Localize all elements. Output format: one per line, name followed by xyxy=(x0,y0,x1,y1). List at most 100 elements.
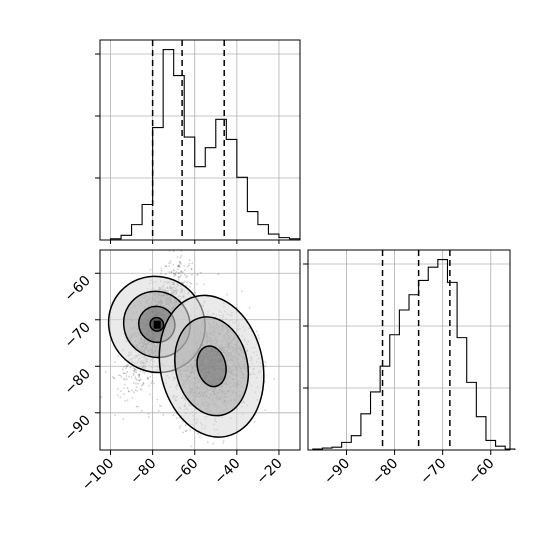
scatter-point xyxy=(179,261,182,263)
scatter-point xyxy=(132,382,135,384)
scatter-point xyxy=(138,374,141,377)
scatter-density-panel: −100 −80 −60 −40 −20 −60 −70 −80 −90 xyxy=(62,245,301,495)
scatter-point xyxy=(125,378,128,381)
scatter-point xyxy=(132,370,135,372)
scatter-point xyxy=(222,439,225,442)
scatter-point xyxy=(126,371,129,373)
contour-group xyxy=(107,275,265,438)
scatter-point xyxy=(125,367,127,370)
scatter-point xyxy=(188,264,190,267)
hist-y-frame xyxy=(307,249,511,451)
scatter-xtick-label: −100 xyxy=(79,456,118,495)
scatter-point xyxy=(178,264,181,267)
scatter-point xyxy=(222,442,225,444)
scatter-point xyxy=(167,262,170,265)
scatter-point xyxy=(186,281,189,284)
scatter-point xyxy=(176,265,179,267)
scatter-point xyxy=(197,432,199,435)
scatter-point xyxy=(140,389,143,391)
scatter-point xyxy=(147,412,150,415)
scatter-point xyxy=(264,361,267,364)
hist-y-bars xyxy=(312,258,516,450)
scatter-point xyxy=(179,271,182,273)
scatter-point xyxy=(114,361,116,363)
histogram-y-panel: −90 −80 −70 −60 xyxy=(303,249,516,488)
scatter-point xyxy=(125,365,128,368)
scatter-point xyxy=(142,382,145,385)
scatter-point xyxy=(190,445,193,448)
scatter-point xyxy=(170,271,173,274)
scatter-point xyxy=(131,397,134,399)
scatter-point xyxy=(117,355,120,357)
scatter-point xyxy=(180,254,183,257)
hist-y-xtick-label: −60 xyxy=(465,456,497,488)
scatter-point xyxy=(142,371,144,373)
scatter-point xyxy=(185,430,187,433)
scatter-point xyxy=(173,272,176,275)
scatter-point xyxy=(122,366,125,368)
scatter-point xyxy=(177,265,180,267)
scatter-point xyxy=(125,364,128,367)
scatter-point xyxy=(128,375,130,378)
scatter-point xyxy=(140,378,142,381)
scatter-point xyxy=(104,371,107,373)
scatter-point xyxy=(258,337,260,340)
hist-y-xtick-label: −80 xyxy=(369,456,401,488)
scatter-xtick-label: −20 xyxy=(254,456,286,488)
contour-line-mode1-level4 xyxy=(149,316,165,332)
scatter-point xyxy=(196,273,199,275)
scatter-point xyxy=(160,269,163,272)
scatter-point xyxy=(184,269,186,272)
scatter-point xyxy=(126,387,129,390)
scatter-point xyxy=(191,262,194,264)
scatter-point xyxy=(133,369,136,372)
scatter-point xyxy=(147,377,149,379)
hist-y-xtick-label: −90 xyxy=(321,456,353,488)
scatter-point xyxy=(123,393,125,396)
scatter-point xyxy=(123,377,125,380)
scatter-point xyxy=(179,425,182,427)
scatter-point xyxy=(180,263,182,265)
scatter-point xyxy=(150,382,153,384)
scatter-point xyxy=(114,414,116,416)
scatter-point xyxy=(190,267,193,270)
scatter-point xyxy=(122,372,125,375)
scatter-point xyxy=(129,366,132,369)
scatter-point xyxy=(138,379,141,382)
histogram-x-panel xyxy=(95,39,301,244)
scatter-point xyxy=(134,389,137,391)
scatter-point xyxy=(160,405,163,408)
scatter-point xyxy=(119,396,122,399)
scatter-point xyxy=(130,376,133,379)
scatter-point xyxy=(123,387,126,389)
scatter-point xyxy=(135,382,137,385)
scatter-point xyxy=(131,389,133,392)
scatter-point xyxy=(151,380,154,383)
scatter-point xyxy=(185,429,188,432)
scatter-point xyxy=(175,271,178,273)
scatter-point xyxy=(174,274,177,276)
scatter-point xyxy=(127,390,130,393)
scatter-point xyxy=(126,399,129,402)
scatter-point xyxy=(123,372,125,375)
scatter-point xyxy=(183,280,186,283)
density-fill xyxy=(197,346,227,387)
scatter-point xyxy=(173,269,175,272)
scatter-point xyxy=(226,293,228,296)
scatter-point xyxy=(264,409,267,411)
scatter-point xyxy=(147,378,150,381)
scatter-point xyxy=(184,424,187,427)
scatter-point xyxy=(133,367,136,370)
scatter-point xyxy=(140,385,143,387)
scatter-point xyxy=(147,416,150,418)
scatter-point xyxy=(160,272,162,275)
scatter-point xyxy=(177,275,180,278)
scatter-point xyxy=(133,391,136,394)
scatter-point xyxy=(149,375,152,378)
scatter-point xyxy=(190,268,193,271)
scatter-point xyxy=(188,262,191,265)
scatter-point xyxy=(178,276,180,279)
scatter-point xyxy=(135,405,138,408)
scatter-point xyxy=(148,384,151,387)
scatter-point xyxy=(203,245,205,247)
